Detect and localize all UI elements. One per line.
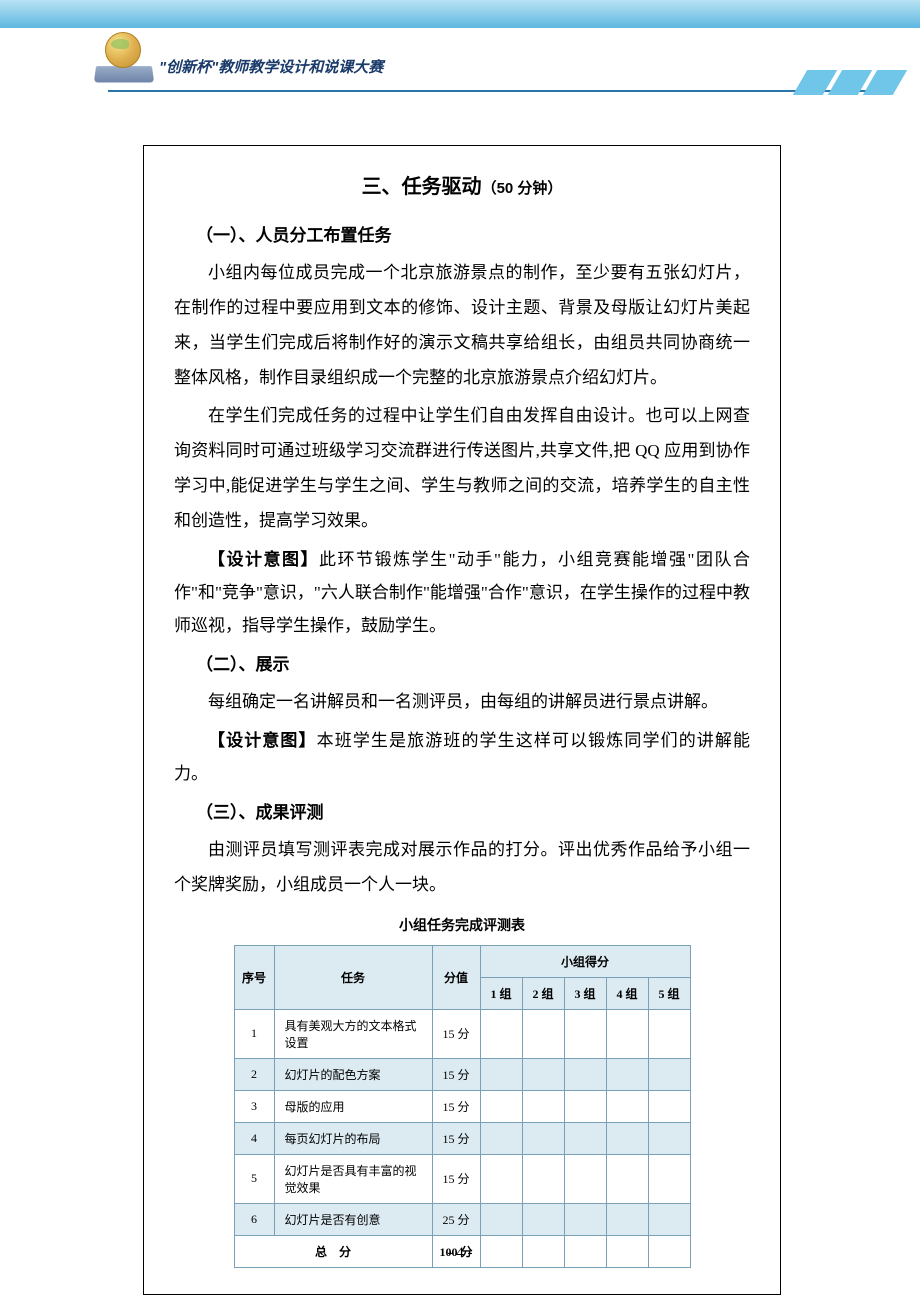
- th-seq: 序号: [234, 945, 274, 1009]
- cell-task: 幻灯片是否具有丰富的视觉效果: [274, 1154, 432, 1203]
- cell-task: 每页幻灯片的布局: [274, 1122, 432, 1154]
- cell-seq: 1: [234, 1009, 274, 1058]
- logo-area: "创新杯"教师教学设计和说课大赛: [95, 30, 383, 85]
- subsection-1-p2: 在学生们完成任务的过程中让学生们自由发挥自由设计。也可以上网查询资料同时可通过班…: [174, 399, 750, 538]
- cell-empty: [564, 1058, 606, 1090]
- cell-empty: [606, 1154, 648, 1203]
- eval-table-body: 1 具有美观大方的文本格式设置 15 分 2 幻灯片的配色方案 15 分 3 母…: [234, 1009, 690, 1267]
- th-g3: 3 组: [564, 977, 606, 1009]
- cell-empty: [648, 1058, 690, 1090]
- cell-score: 15 分: [432, 1090, 480, 1122]
- eval-table: 序号 任务 分值 小组得分 1 组 2 组 3 组 4 组 5 组 1 具有美观…: [234, 945, 691, 1268]
- cell-empty: [480, 1058, 522, 1090]
- cell-empty: [648, 1203, 690, 1235]
- subsection-1-intent: 【设计意图】此环节锻炼学生"动手"能力，小组竞赛能增强"团队合作"和"竞争"意识…: [174, 543, 750, 642]
- cell-empty: [564, 1154, 606, 1203]
- globe-laptop-icon: [95, 30, 155, 85]
- cell-empty: [564, 1090, 606, 1122]
- header-underline: [108, 90, 885, 92]
- cell-empty: [522, 1058, 564, 1090]
- table-row: 5 幻灯片是否具有丰富的视觉效果 15 分: [234, 1154, 690, 1203]
- intent-label: 【设计意图】: [208, 550, 319, 569]
- cell-empty: [648, 1009, 690, 1058]
- table-row: 3 母版的应用 15 分: [234, 1090, 690, 1122]
- cell-empty: [606, 1122, 648, 1154]
- cell-task: 幻灯片是否有创意: [274, 1203, 432, 1235]
- cell-seq: 4: [234, 1122, 274, 1154]
- cell-empty: [480, 1154, 522, 1203]
- subsection-2-intent: 【设计意图】本班学生是旅游班的学生这样可以锻炼同学们的讲解能力。: [174, 724, 750, 790]
- cell-task: 具有美观大方的文本格式设置: [274, 1009, 432, 1058]
- th-g1: 1 组: [480, 977, 522, 1009]
- cell-empty: [522, 1090, 564, 1122]
- cell-seq: 2: [234, 1058, 274, 1090]
- subsection-1-heading: （一）、人员分工布置任务: [196, 221, 750, 246]
- section-title: 三、任务驱动（50 分钟）: [174, 170, 750, 199]
- subsection-3-heading: （三）、成果评测: [196, 798, 750, 823]
- cell-score: 15 分: [432, 1122, 480, 1154]
- cell-empty: [648, 1122, 690, 1154]
- cell-empty: [606, 1009, 648, 1058]
- th-task: 任务: [274, 945, 432, 1009]
- subsection-1-p1: 小组内每位成员完成一个北京旅游景点的制作，至少要有五张幻灯片，在制作的过程中要应…: [174, 256, 750, 395]
- cell-seq: 5: [234, 1154, 274, 1203]
- cell-empty: [606, 1090, 648, 1122]
- cell-task: 母版的应用: [274, 1090, 432, 1122]
- cell-score: 15 分: [432, 1058, 480, 1090]
- table-row: 6 幻灯片是否有创意 25 分: [234, 1203, 690, 1235]
- section-duration: （50 分钟）: [482, 180, 563, 197]
- intent-label: 【设计意图】: [208, 731, 317, 750]
- cell-empty: [480, 1122, 522, 1154]
- cell-empty: [648, 1090, 690, 1122]
- header-title: "创新杯"教师教学设计和说课大赛: [159, 56, 383, 77]
- cell-empty: [480, 1090, 522, 1122]
- subsection-2-p1: 每组确定一名讲解员和一名测评员，由每组的讲解员进行景点讲解。: [174, 685, 750, 720]
- table-row: 4 每页幻灯片的布局 15 分: [234, 1122, 690, 1154]
- th-g2: 2 组: [522, 977, 564, 1009]
- cell-empty: [522, 1122, 564, 1154]
- cell-empty: [480, 1203, 522, 1235]
- cell-score: 25 分: [432, 1203, 480, 1235]
- header-bar: [0, 0, 920, 28]
- th-g4: 4 组: [606, 977, 648, 1009]
- cell-empty: [606, 1058, 648, 1090]
- cell-score: 15 分: [432, 1154, 480, 1203]
- cell-seq: 3: [234, 1090, 274, 1122]
- cell-empty: [648, 1154, 690, 1203]
- cell-empty: [606, 1203, 648, 1235]
- th-score: 分值: [432, 945, 480, 1009]
- header-stripes-icon: [800, 70, 890, 96]
- table-row: 1 具有美观大方的文本格式设置 15 分: [234, 1009, 690, 1058]
- cell-task: 幻灯片的配色方案: [274, 1058, 432, 1090]
- table-row: 2 幻灯片的配色方案 15 分: [234, 1058, 690, 1090]
- eval-table-title: 小组任务完成评测表: [174, 915, 750, 935]
- cell-empty: [564, 1203, 606, 1235]
- cell-empty: [480, 1009, 522, 1058]
- cell-empty: [522, 1203, 564, 1235]
- th-g5: 5 组: [648, 977, 690, 1009]
- th-group-score: 小组得分: [480, 945, 690, 977]
- content-frame: 三、任务驱动（50 分钟） （一）、人员分工布置任务 小组内每位成员完成一个北京…: [143, 145, 781, 1295]
- section-number: 三、: [362, 176, 402, 198]
- cell-empty: [564, 1009, 606, 1058]
- cell-seq: 6: [234, 1203, 274, 1235]
- cell-empty: [522, 1009, 564, 1058]
- page-number: - 4 -: [0, 1245, 920, 1262]
- subsection-2-heading: （二）、展示: [196, 650, 750, 675]
- cell-empty: [522, 1154, 564, 1203]
- cell-score: 15 分: [432, 1009, 480, 1058]
- section-name: 任务驱动: [402, 176, 482, 198]
- cell-empty: [564, 1122, 606, 1154]
- subsection-3-p1: 由测评员填写测评表完成对展示作品的打分。评出优秀作品给予小组一个奖牌奖励，小组成…: [174, 833, 750, 903]
